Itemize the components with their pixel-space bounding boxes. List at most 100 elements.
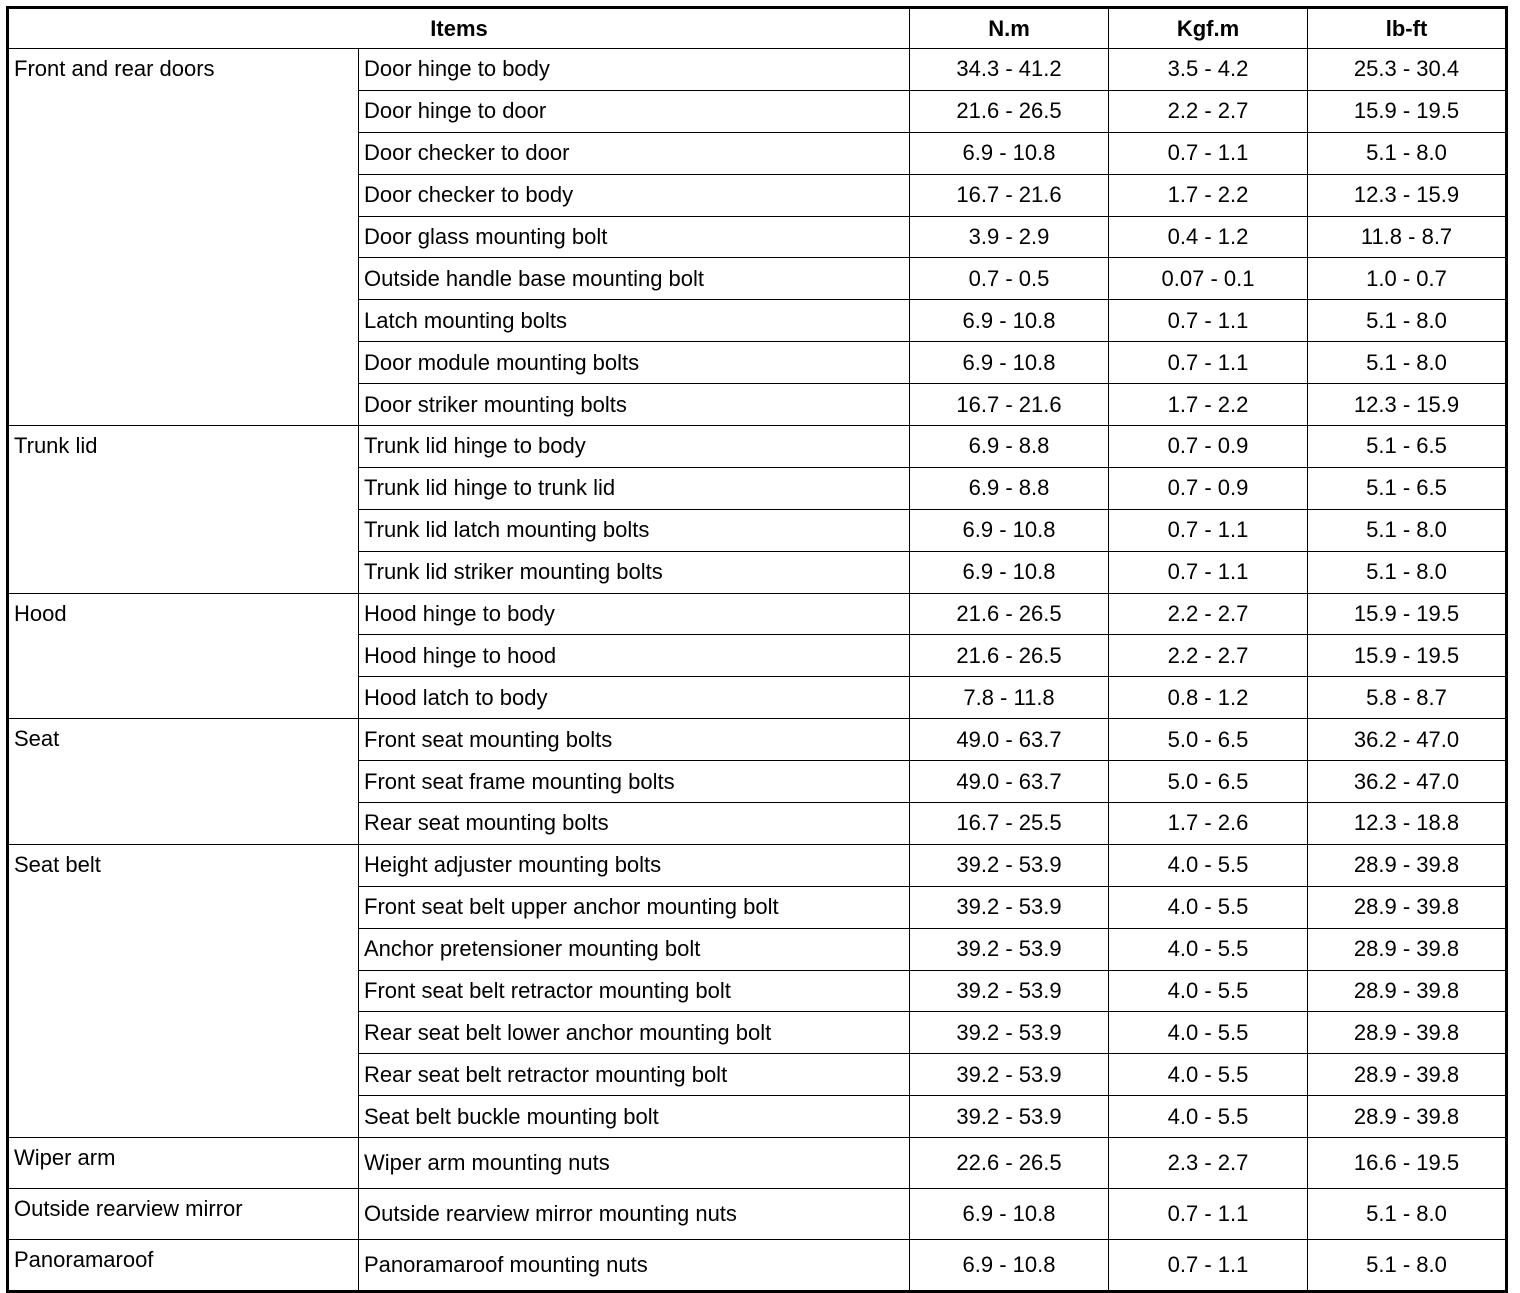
value-cell: 5.8 - 8.7: [1307, 676, 1508, 720]
value-cell: 28.9 - 39.8: [1307, 1095, 1508, 1139]
value-cell: 28.9 - 39.8: [1307, 885, 1508, 929]
item-cell: Trunk lid latch mounting bolts: [357, 508, 911, 552]
value-cell: 0.4 - 1.2: [1108, 215, 1309, 259]
value-cell: 0.07 - 0.1: [1108, 257, 1309, 301]
table-row: Hood hinge to hood 21.6 - 26.5 2.2 - 2.7 15…: [8, 634, 1508, 678]
header-cell: lb-ft: [1307, 7, 1508, 49]
item-cell: Outside rearview mirror mounting nuts: [357, 1188, 911, 1240]
table-row: Front and rear doors Door hinge to body 34…: [7, 47, 1508, 427]
value-cell: 6.9 - 10.8: [909, 550, 1110, 594]
header-cell: Items: [6, 7, 911, 49]
table-row: Rear seat belt retractor mounting bolt 39…: [8, 1053, 1508, 1097]
table-row: Wiper arm Wiper arm mounting nuts 22.6 - 2…: [7, 1137, 1508, 1190]
table-row: Anchor pretensioner mounting bolt 39.2 - …: [8, 927, 1508, 971]
table-row: Seat belt Height adjuster mounting bolts 3…: [7, 843, 1508, 1139]
value-cell: 0.7 - 1.1: [1108, 550, 1309, 594]
item-cell: Wiper arm mounting nuts: [357, 1137, 911, 1190]
item-cell: Hood hinge to hood: [357, 634, 911, 678]
value-cell: 5.0 - 6.5: [1108, 718, 1309, 762]
table-row: Trunk lid latch mounting bolts 6.9 - 10.8…: [8, 508, 1508, 552]
value-cell: 34.3 - 41.2: [909, 48, 1110, 91]
value-cell: 4.0 - 5.5: [1108, 969, 1309, 1013]
item-cell: Outside handle base mounting bolt: [357, 257, 911, 301]
value-cell: 5.1 - 8.0: [1307, 341, 1508, 385]
item-cell: Height adjuster mounting bolts: [357, 843, 911, 887]
value-cell: 39.2 - 53.9: [909, 1053, 1110, 1097]
value-cell: 5.1 - 8.0: [1307, 550, 1508, 594]
table-row: Front seat belt upper anchor mounting bo…: [8, 885, 1508, 929]
value-cell: 16.7 - 21.6: [909, 173, 1110, 217]
value-cell: 5.1 - 8.0: [1307, 508, 1508, 552]
item-cell: Door hinge to door: [357, 89, 911, 133]
table-row: Door checker to door 6.9 - 10.8 0.7 - 1.1 5…: [8, 131, 1508, 175]
header-row: Items N.m Kgf.m lb-ft: [6, 7, 1508, 49]
value-cell: 2.2 - 2.7: [1108, 592, 1309, 636]
value-cell: 3.9 - 2.9: [909, 215, 1110, 259]
value-cell: 36.2 - 47.0: [1307, 760, 1508, 804]
value-cell: 28.9 - 39.8: [1307, 843, 1508, 887]
value-cell: 5.1 - 8.0: [1307, 1188, 1508, 1240]
item-cell: Latch mounting bolts: [357, 299, 911, 343]
value-cell: 28.9 - 39.8: [1307, 1011, 1508, 1055]
group-cell: Seat belt: [7, 843, 359, 1139]
value-cell: 2.2 - 2.7: [1108, 634, 1309, 678]
item-cell: Hood hinge to body: [357, 592, 911, 636]
value-cell: 0.7 - 1.1: [1108, 341, 1309, 385]
value-cell: 12.3 - 15.9: [1307, 383, 1508, 427]
table-row: Front seat frame mounting bolts 49.0 - 63…: [8, 760, 1508, 804]
value-cell: 4.0 - 5.5: [1108, 843, 1309, 887]
value-cell: 5.1 - 6.5: [1307, 425, 1508, 468]
value-cell: 3.5 - 4.2: [1108, 48, 1309, 91]
value-cell: 15.9 - 19.5: [1307, 592, 1508, 636]
header-cell: Kgf.m: [1108, 7, 1309, 49]
table-row: Door striker mounting bolts 16.7 - 21.6 1.…: [8, 383, 1508, 427]
item-cell: Trunk lid striker mounting bolts: [357, 550, 911, 594]
table-row: Hood Hood hinge to body 21.6 - 26.5 2.2 - 2…: [7, 592, 1508, 720]
item-cell: Front seat belt upper anchor mounting bo…: [357, 885, 911, 929]
table-row: Seat Front seat mounting bolts 49.0 - 63.7…: [7, 718, 1508, 845]
item-cell: Trunk lid hinge to body: [357, 425, 911, 468]
table-row: Latch mounting bolts 6.9 - 10.8 0.7 - 1.1 5…: [8, 299, 1508, 343]
table-row: Door checker to body 16.7 - 21.6 1.7 - 2.2…: [8, 173, 1508, 217]
value-cell: 0.7 - 1.1: [1108, 299, 1309, 343]
value-cell: 49.0 - 63.7: [909, 718, 1110, 762]
table-row: Rear seat belt lower anchor mounting bol…: [8, 1011, 1508, 1055]
value-cell: 28.9 - 39.8: [1307, 969, 1508, 1013]
value-cell: 7.8 - 11.8: [909, 676, 1110, 720]
value-cell: 4.0 - 5.5: [1108, 1053, 1309, 1097]
value-cell: 36.2 - 47.0: [1307, 718, 1508, 762]
item-cell: Door striker mounting bolts: [357, 383, 911, 427]
item-cell: Rear seat belt retractor mounting bolt: [357, 1053, 911, 1097]
table-row: Front seat belt retractor mounting bolt 3…: [8, 969, 1508, 1013]
value-cell: 12.3 - 15.9: [1307, 173, 1508, 217]
value-cell: 39.2 - 53.9: [909, 969, 1110, 1013]
value-cell: 1.0 - 0.7: [1307, 257, 1508, 301]
value-cell: 5.1 - 8.0: [1307, 131, 1508, 175]
item-cell: Panoramaroof mounting nuts: [357, 1238, 911, 1292]
value-cell: 6.9 - 10.8: [909, 1238, 1110, 1292]
value-cell: 5.1 - 6.5: [1307, 466, 1508, 510]
item-cell: Door checker to door: [357, 131, 911, 175]
item-cell: Front seat mounting bolts: [357, 718, 911, 762]
value-cell: 49.0 - 63.7: [909, 760, 1110, 804]
value-cell: 4.0 - 5.5: [1108, 927, 1309, 971]
value-cell: 21.6 - 26.5: [909, 592, 1110, 636]
value-cell: 39.2 - 53.9: [909, 1095, 1110, 1139]
value-cell: 39.2 - 53.9: [909, 1011, 1110, 1055]
table-row: Hood latch to body 7.8 - 11.8 0.8 - 1.2 5.8…: [8, 676, 1508, 720]
value-cell: 4.0 - 5.5: [1108, 1011, 1309, 1055]
value-cell: 28.9 - 39.8: [1307, 1053, 1508, 1097]
value-cell: 21.6 - 26.5: [909, 89, 1110, 133]
group-cell: Wiper arm: [7, 1137, 359, 1190]
value-cell: 0.7 - 0.9: [1108, 466, 1309, 510]
group-cell: Hood: [7, 592, 359, 720]
value-cell: 16.7 - 25.5: [909, 802, 1110, 845]
value-cell: 5.1 - 8.0: [1307, 299, 1508, 343]
value-cell: 6.9 - 10.8: [909, 508, 1110, 552]
value-cell: 15.9 - 19.5: [1307, 634, 1508, 678]
table-row: Door glass mounting bolt 3.9 - 2.9 0.4 - 1…: [8, 215, 1508, 259]
header-cell: N.m: [909, 7, 1110, 49]
table-row: Seat belt buckle mounting bolt 39.2 - 53.…: [8, 1095, 1508, 1139]
value-cell: 16.6 - 19.5: [1307, 1137, 1508, 1190]
